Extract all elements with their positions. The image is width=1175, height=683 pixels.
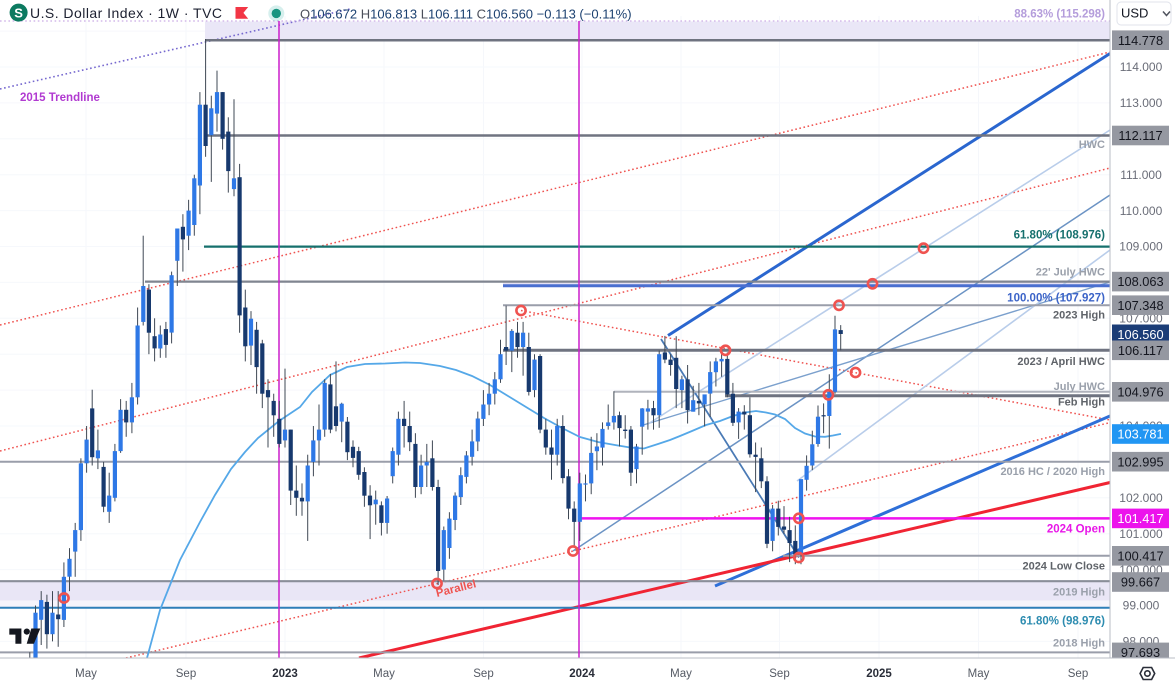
svg-text:May: May — [968, 668, 990, 680]
svg-text:July HWC: July HWC — [1054, 381, 1105, 393]
svg-text:101.000: 101.000 — [1119, 527, 1163, 541]
svg-text:114.000: 114.000 — [1120, 60, 1163, 74]
svg-text:O106.672 H106.813 L106.111 C10: O106.672 H106.813 L106.111 C106.560 −0.1… — [300, 7, 632, 22]
svg-text:Sep: Sep — [176, 668, 196, 680]
svg-text:2024: 2024 — [569, 668, 595, 680]
svg-text:102.995: 102.995 — [1117, 454, 1163, 469]
svg-text:100.00% (107.927): 100.00% (107.927) — [1007, 293, 1105, 305]
svg-text:113.000: 113.000 — [1120, 96, 1163, 110]
svg-text:May: May — [75, 668, 97, 680]
svg-text:97.693: 97.693 — [1121, 645, 1160, 660]
svg-text:22' July HWC: 22' July HWC — [1036, 267, 1105, 279]
svg-text:Sep: Sep — [769, 668, 789, 680]
svg-text:102.000: 102.000 — [1119, 491, 1163, 505]
svg-text:111.000: 111.000 — [1120, 168, 1162, 182]
svg-text:99.667: 99.667 — [1121, 575, 1160, 590]
svg-text:2019 High: 2019 High — [1053, 587, 1105, 599]
svg-text:2018 High: 2018 High — [1053, 638, 1105, 650]
svg-text:114.778: 114.778 — [1118, 33, 1163, 48]
svg-text:108.063: 108.063 — [1117, 274, 1163, 289]
svg-text:2024 Open: 2024 Open — [1047, 524, 1105, 536]
svg-text:106.117: 106.117 — [1118, 343, 1163, 358]
svg-text:88.63% (115.298): 88.63% (115.298) — [1014, 9, 1105, 21]
svg-text:2023 / April HWC: 2023 / April HWC — [1017, 356, 1105, 368]
svg-text:HWC: HWC — [1079, 139, 1105, 151]
svg-text:100.417: 100.417 — [1117, 548, 1163, 563]
svg-text:Feb High: Feb High — [1058, 397, 1105, 409]
svg-text:2016 HC / 2020 High: 2016 HC / 2020 High — [1000, 466, 1105, 478]
svg-text:S: S — [14, 5, 23, 20]
svg-text:107.348: 107.348 — [1117, 298, 1163, 313]
svg-text:99.000: 99.000 — [1123, 599, 1160, 613]
svg-text:109.000: 109.000 — [1119, 240, 1163, 254]
svg-text:Sep: Sep — [1068, 668, 1088, 680]
svg-text:106.560: 106.560 — [1117, 327, 1163, 342]
svg-text:Sep: Sep — [473, 668, 493, 680]
svg-text:61.80% (108.976): 61.80% (108.976) — [1014, 230, 1106, 242]
svg-text:USD: USD — [1121, 6, 1148, 21]
svg-text:2023: 2023 — [272, 668, 298, 680]
svg-text:110.000: 110.000 — [1120, 204, 1163, 218]
svg-text:May: May — [373, 668, 395, 680]
svg-text:112.117: 112.117 — [1118, 128, 1162, 143]
svg-text:May: May — [670, 668, 692, 680]
svg-text:61.80% (98.976): 61.80% (98.976) — [1020, 616, 1105, 628]
svg-text:2023 High: 2023 High — [1053, 310, 1105, 322]
svg-text:101.417: 101.417 — [1117, 511, 1163, 526]
svg-text:2015 Trendline: 2015 Trendline — [20, 92, 100, 104]
svg-text:104.976: 104.976 — [1117, 384, 1163, 399]
svg-text:2024 Low Close: 2024 Low Close — [1022, 561, 1105, 573]
svg-text:103.781: 103.781 — [1117, 427, 1163, 442]
svg-text:2025: 2025 — [866, 668, 892, 680]
svg-text:U.S. Dollar Index · 1W · TVC: U.S. Dollar Index · 1W · TVC — [30, 5, 222, 21]
